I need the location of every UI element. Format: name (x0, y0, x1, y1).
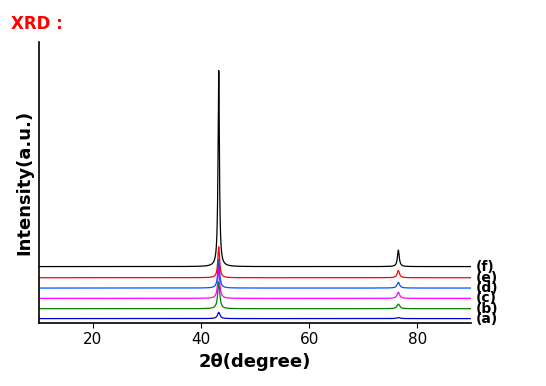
X-axis label: 2θ(degree): 2θ(degree) (199, 353, 311, 371)
Text: (d): (d) (476, 281, 498, 295)
Y-axis label: Intensity(a.u.): Intensity(a.u.) (15, 110, 33, 255)
Text: (c): (c) (476, 291, 497, 305)
Text: (a): (a) (476, 312, 498, 326)
Text: XRD :: XRD : (11, 15, 63, 34)
Text: (e): (e) (476, 271, 498, 285)
Text: (f): (f) (476, 259, 495, 274)
Text: (b): (b) (476, 302, 498, 316)
